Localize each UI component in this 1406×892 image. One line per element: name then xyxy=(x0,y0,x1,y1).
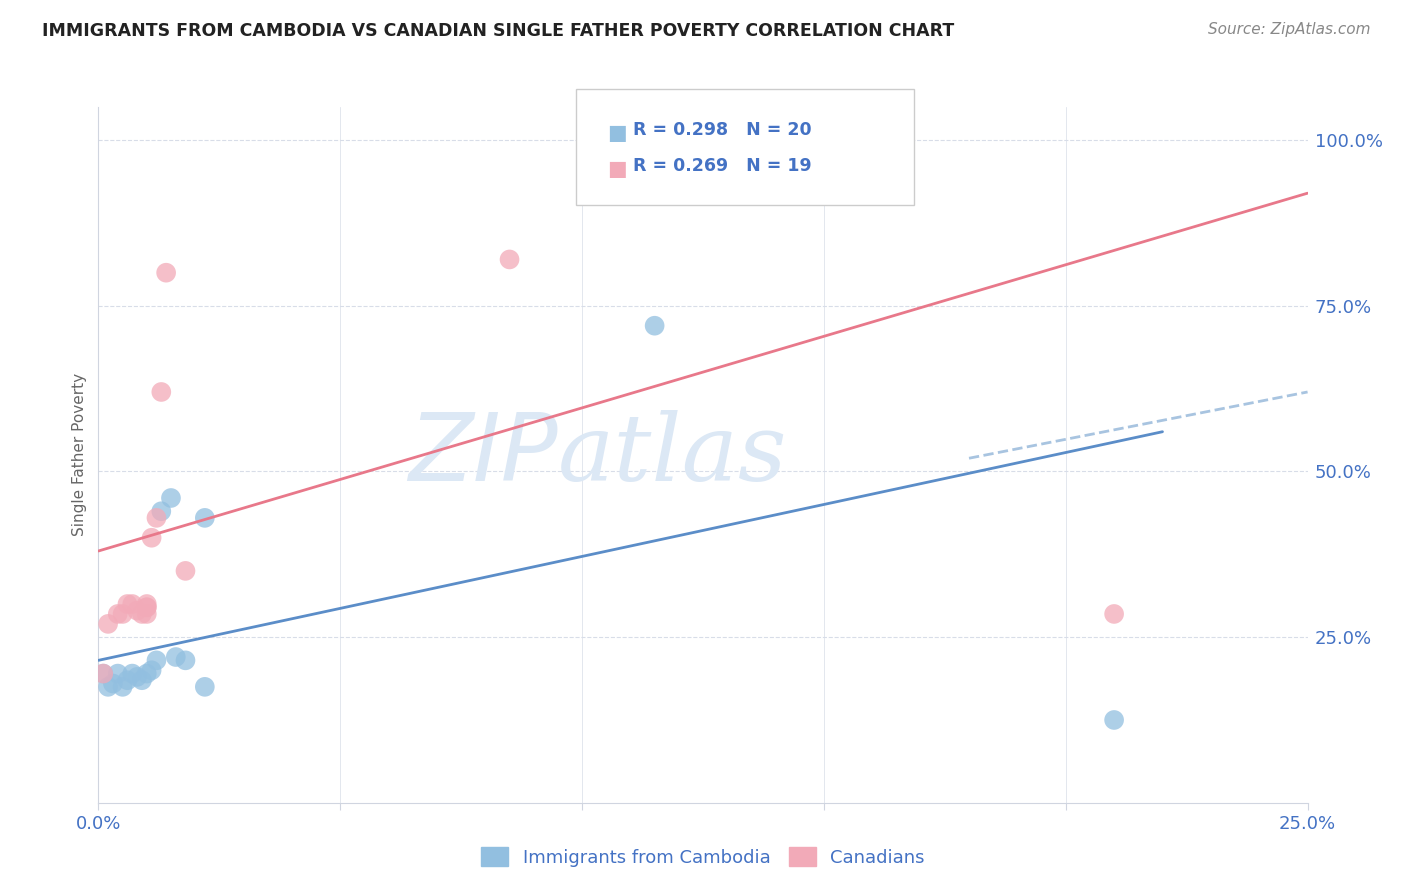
Text: Source: ZipAtlas.com: Source: ZipAtlas.com xyxy=(1208,22,1371,37)
Point xyxy=(150,504,173,518)
Point xyxy=(141,531,163,545)
Point xyxy=(145,653,167,667)
Point xyxy=(498,252,520,267)
Point xyxy=(145,511,167,525)
Point xyxy=(155,266,177,280)
Point xyxy=(644,318,666,333)
Point xyxy=(194,511,217,525)
Point xyxy=(131,607,153,621)
Y-axis label: Single Father Poverty: Single Father Poverty xyxy=(72,374,87,536)
Point xyxy=(160,491,183,505)
Point xyxy=(135,607,157,621)
Point xyxy=(194,680,217,694)
Legend: Immigrants from Cambodia, Canadians: Immigrants from Cambodia, Canadians xyxy=(474,840,932,874)
Point xyxy=(135,600,157,615)
Point xyxy=(1102,713,1125,727)
Point xyxy=(1102,607,1125,621)
Point xyxy=(97,680,120,694)
Point xyxy=(107,607,129,621)
Point xyxy=(135,600,157,615)
Point xyxy=(127,604,149,618)
Text: ■: ■ xyxy=(607,123,627,143)
Text: ■: ■ xyxy=(607,159,627,178)
Point xyxy=(174,653,197,667)
Text: IMMIGRANTS FROM CAMBODIA VS CANADIAN SINGLE FATHER POVERTY CORRELATION CHART: IMMIGRANTS FROM CAMBODIA VS CANADIAN SIN… xyxy=(42,22,955,40)
Point xyxy=(141,663,163,677)
Point xyxy=(101,676,124,690)
Point xyxy=(165,650,187,665)
Text: R = 0.269   N = 19: R = 0.269 N = 19 xyxy=(633,157,811,175)
Point xyxy=(131,673,153,688)
Point xyxy=(121,666,143,681)
Text: ZIP: ZIP xyxy=(408,409,558,500)
Point xyxy=(97,616,120,631)
Point xyxy=(111,680,134,694)
Point xyxy=(107,666,129,681)
Point xyxy=(91,666,114,681)
Point xyxy=(135,597,157,611)
Point xyxy=(111,607,134,621)
Point xyxy=(117,597,139,611)
Point xyxy=(174,564,197,578)
Text: R = 0.298   N = 20: R = 0.298 N = 20 xyxy=(633,121,811,139)
Point xyxy=(91,666,114,681)
Point xyxy=(121,597,143,611)
Point xyxy=(117,673,139,688)
Point xyxy=(135,666,157,681)
Point xyxy=(127,670,149,684)
Text: atlas: atlas xyxy=(558,410,787,500)
Point xyxy=(150,384,173,399)
